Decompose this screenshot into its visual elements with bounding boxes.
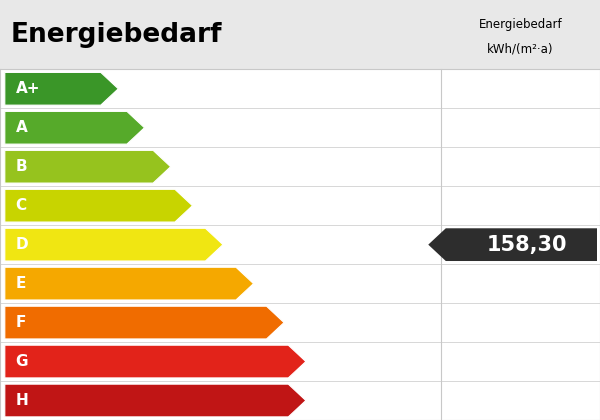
Polygon shape [5,306,284,339]
Text: 158,30: 158,30 [487,235,568,255]
Text: A+: A+ [16,81,40,96]
Text: D: D [16,237,28,252]
Text: B: B [16,159,27,174]
Polygon shape [5,384,306,417]
Text: kWh/(m²·a): kWh/(m²·a) [487,42,554,55]
Text: G: G [16,354,28,369]
Text: E: E [16,276,26,291]
Bar [0,69,600,420]
Text: F: F [16,315,26,330]
Polygon shape [5,111,145,144]
Polygon shape [428,228,597,261]
Text: C: C [16,198,27,213]
Text: Energiebedarf: Energiebedarf [479,18,562,31]
Polygon shape [5,228,223,261]
Text: Energiebedarf: Energiebedarf [11,22,223,47]
Polygon shape [5,267,254,300]
Polygon shape [5,72,118,105]
Text: H: H [16,393,28,408]
Polygon shape [5,345,306,378]
Text: A: A [16,120,28,135]
Polygon shape [5,189,193,222]
Polygon shape [5,150,170,183]
